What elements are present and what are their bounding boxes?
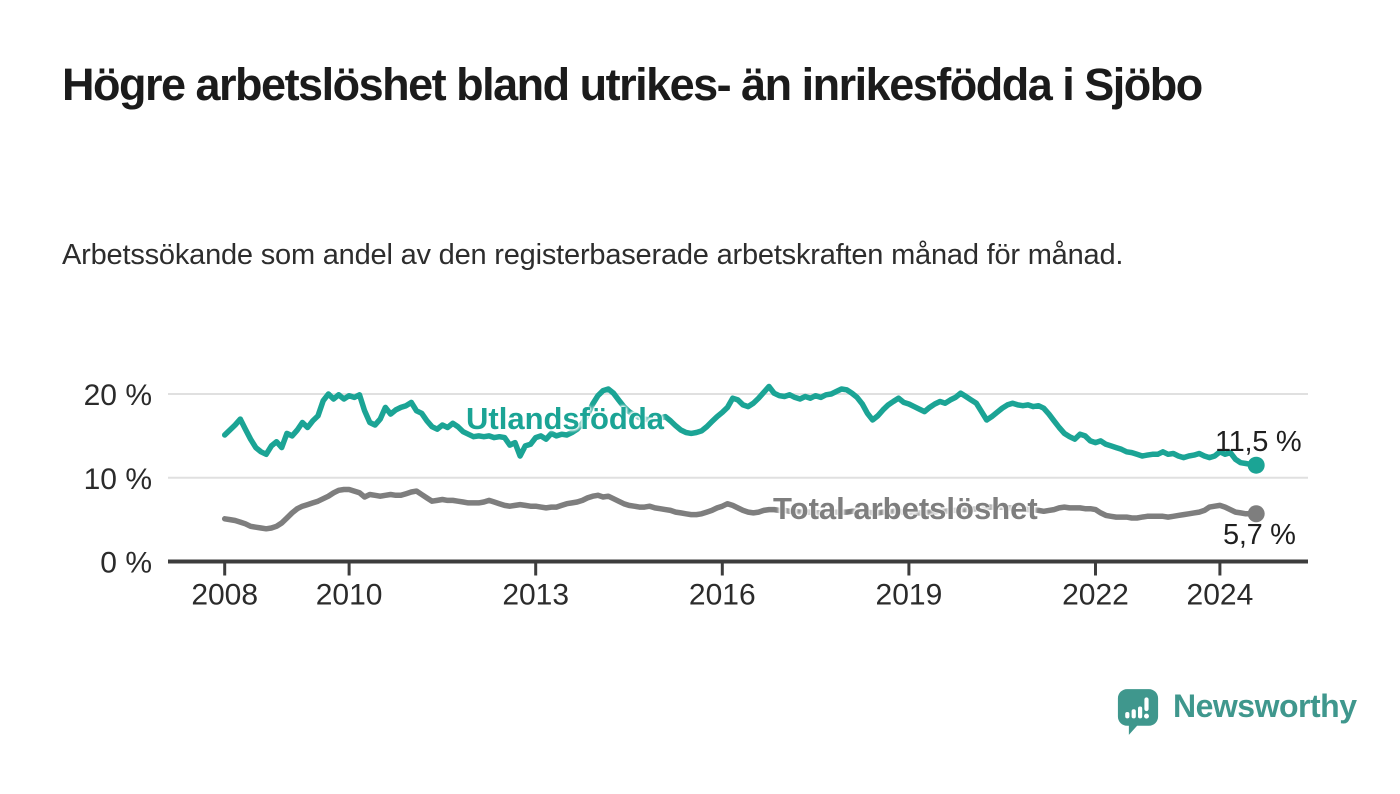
newsworthy-logo: Newsworthy bbox=[1117, 687, 1357, 736]
x-tick-label: 2022 bbox=[1062, 579, 1129, 612]
x-tick-label: 2024 bbox=[1187, 579, 1254, 612]
series-lines bbox=[221, 383, 1259, 532]
x-tick-label: 2010 bbox=[316, 579, 383, 612]
series-line-utlandsfodda bbox=[221, 383, 1259, 468]
y-tick-label: 20 % bbox=[84, 379, 152, 412]
newsworthy-logo-text: Newsworthy bbox=[1173, 687, 1357, 724]
series-end-dots bbox=[1247, 456, 1265, 523]
end-value-label-utlandsfodda: 11,5 % bbox=[1215, 426, 1302, 458]
chart-subtitle: Arbetssökande som andel av den registerb… bbox=[62, 239, 1124, 271]
x-tick-label: 2019 bbox=[876, 579, 943, 612]
x-axis bbox=[168, 559, 1308, 576]
newsworthy-speech-bubble-bar-chart-icon bbox=[1117, 689, 1159, 735]
end-dot-utlandsfodda bbox=[1247, 456, 1265, 474]
x-tick-label: 2013 bbox=[502, 579, 569, 612]
y-tick-label: 0 % bbox=[100, 547, 152, 580]
series-label-total-arbetsloshet: Total arbetslöshet bbox=[773, 491, 1038, 526]
x-tick-label: 2008 bbox=[191, 579, 258, 612]
series-label-utlandsfodda: Utlandsfödda bbox=[466, 401, 665, 436]
y-tick-label: 10 % bbox=[84, 463, 152, 496]
chart-title: Högre arbetslöshet bland utrikes- än inr… bbox=[62, 59, 1203, 110]
end-dot-total-arbetsloshet bbox=[1247, 505, 1265, 523]
end-value-label-total: 5,7 % bbox=[1223, 519, 1296, 551]
series-line-total-arbetsloshet bbox=[221, 486, 1259, 532]
x-tick-label: 2016 bbox=[689, 579, 756, 612]
gridlines bbox=[168, 393, 1308, 479]
axis-labels: 0 % 10 % 20 % 2008 2010 2013 2016 2019 2022 2024 bbox=[84, 379, 1254, 612]
